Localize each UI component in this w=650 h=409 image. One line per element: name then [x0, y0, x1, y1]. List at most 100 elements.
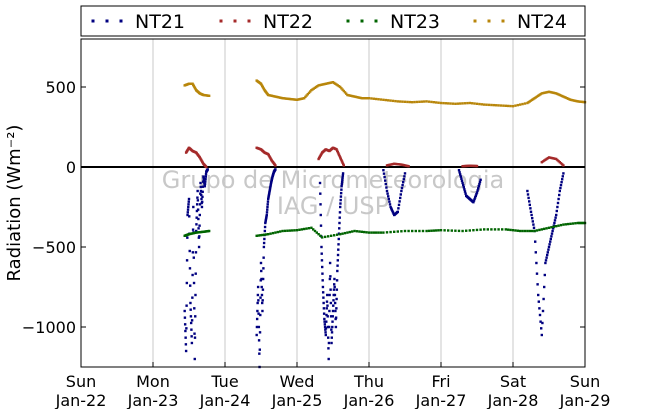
data-point-nt21 — [322, 307, 326, 310]
data-point-nt21 — [327, 336, 330, 339]
data-point-nt21 — [264, 220, 267, 223]
data-point-nt21 — [332, 293, 335, 297]
data-point-nt24 — [335, 83, 338, 86]
data-point-nt21 — [260, 293, 264, 297]
data-point-nt21 — [319, 203, 322, 206]
data-point-nt24 — [269, 94, 272, 97]
data-point-nt21 — [558, 193, 561, 197]
data-point-nt23 — [432, 229, 435, 232]
data-point-nt21 — [260, 269, 263, 273]
data-point-nt21 — [259, 279, 262, 282]
data-point-nt21 — [399, 193, 402, 196]
data-point-nt23 — [543, 227, 546, 231]
data-point-nt21 — [321, 279, 324, 282]
data-point-nt21 — [336, 264, 339, 267]
data-point-nt23 — [564, 223, 567, 226]
data-point-nt21 — [536, 283, 539, 286]
legend-box — [80, 5, 586, 37]
data-point-nt21 — [535, 272, 539, 275]
data-point-nt21 — [323, 323, 327, 326]
data-point-nt22 — [339, 156, 342, 159]
data-point-nt21 — [331, 315, 334, 318]
data-point-nt21 — [331, 309, 335, 313]
data-point-nt21 — [556, 201, 560, 205]
data-point-nt24 — [461, 102, 464, 105]
data-point-nt21 — [321, 285, 325, 289]
data-point-nt21 — [391, 209, 394, 213]
data-point-nt24 — [521, 102, 524, 106]
data-point-nt21 — [262, 245, 266, 249]
data-point-nt21 — [268, 189, 271, 193]
data-point-nt21 — [337, 248, 340, 251]
data-point-nt21 — [261, 309, 264, 313]
data-point-nt22 — [562, 164, 565, 167]
data-point-nt23 — [528, 229, 531, 233]
data-point-nt21 — [191, 251, 195, 254]
data-point-nt21 — [549, 237, 552, 241]
data-point-nt21 — [329, 301, 333, 305]
data-point-nt23 — [475, 228, 479, 232]
data-point-nt21 — [184, 343, 188, 346]
data-point-nt22 — [407, 165, 410, 168]
data-point-nt21 — [200, 197, 203, 201]
data-point-nt21 — [549, 240, 552, 243]
x-tick-label-date: Jan-25 — [271, 391, 323, 409]
data-point-nt23 — [430, 229, 433, 232]
data-point-nt24 — [345, 92, 348, 95]
data-point-nt21 — [261, 301, 264, 305]
data-point-nt21 — [478, 182, 481, 186]
data-point-nt21 — [531, 217, 534, 220]
data-point-nt23 — [307, 227, 311, 230]
data-point-nt21 — [268, 191, 271, 194]
data-point-nt21 — [527, 196, 530, 200]
data-point-nt23 — [191, 232, 194, 235]
data-point-nt21 — [537, 300, 540, 303]
data-point-nt23 — [550, 226, 553, 229]
data-point-nt21 — [324, 331, 327, 334]
data-point-nt21 — [274, 168, 277, 171]
data-point-nt21 — [390, 207, 393, 210]
data-point-nt21 — [256, 293, 260, 297]
data-point-nt24 — [504, 104, 507, 107]
data-point-nt22 — [337, 152, 340, 155]
data-point-nt24 — [399, 100, 402, 103]
y-tick-label: −1000 — [22, 318, 76, 337]
data-point-nt21 — [387, 195, 390, 198]
data-point-nt21 — [325, 320, 328, 323]
data-point-nt22 — [401, 163, 404, 167]
data-point-nt21 — [201, 190, 204, 193]
data-point-nt24 — [365, 97, 368, 100]
data-point-nt21 — [328, 261, 332, 265]
data-point-nt23 — [486, 228, 489, 231]
data-point-nt24 — [415, 100, 419, 104]
legend-label-nt23: NT23 — [390, 11, 440, 33]
data-point-nt24 — [403, 100, 407, 103]
data-point-nt21 — [318, 181, 322, 185]
data-point-nt21 — [194, 251, 198, 254]
data-point-nt23 — [283, 229, 287, 233]
y-tick-label: 500 — [45, 78, 76, 97]
data-point-nt21 — [266, 205, 269, 209]
data-point-nt23 — [255, 234, 258, 237]
data-point-nt23 — [382, 231, 385, 234]
data-point-nt24 — [471, 102, 474, 105]
data-point-nt23 — [291, 229, 294, 232]
data-point-nt21 — [256, 301, 259, 305]
data-point-nt21 — [320, 259, 324, 262]
data-point-nt23 — [274, 231, 277, 234]
data-point-nt21 — [333, 301, 337, 305]
legend-marker-nt22 — [233, 19, 237, 23]
data-point-nt23 — [265, 233, 268, 236]
data-point-nt21 — [385, 189, 389, 193]
data-point-nt22 — [336, 149, 339, 152]
data-point-nt24 — [347, 94, 350, 97]
data-point-nt21 — [539, 320, 542, 323]
data-point-nt24 — [387, 99, 390, 102]
data-point-nt21 — [334, 325, 338, 329]
data-point-nt22 — [338, 154, 341, 158]
data-point-nt23 — [276, 230, 279, 234]
data-point-nt21 — [262, 241, 266, 245]
data-point-nt24 — [323, 82, 326, 86]
data-point-nt21 — [332, 299, 335, 302]
data-point-nt21 — [196, 189, 199, 193]
